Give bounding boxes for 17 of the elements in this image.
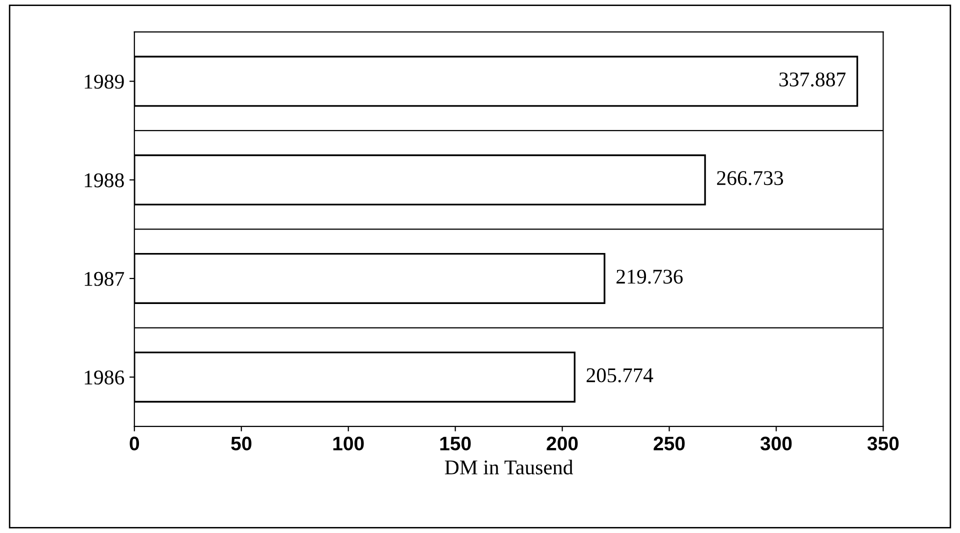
y-tick-label: 1989 [84,74,124,89]
data-label: 219.736 [616,270,683,284]
y-tick-label: 1986 [84,370,124,385]
x-tick-label: 250 [654,436,685,450]
y-tick-label: 1988 [84,173,124,188]
x-tick-label: 0 [130,436,140,450]
x-tick-label: 50 [231,436,252,450]
x-axis-title: DM in Tausend [444,460,574,474]
x-tick-label: 150 [440,436,471,450]
data-label: 205.774 [586,368,654,382]
x-tick-label: 100 [333,436,364,450]
x-tick-label: 350 [867,436,899,450]
data-label: 266.733 [717,171,784,186]
x-tick-label: 300 [760,436,792,450]
data-label: 337.887 [779,72,846,87]
x-tick-label: 200 [546,436,578,450]
y-tick-label: 1987 [84,272,124,286]
